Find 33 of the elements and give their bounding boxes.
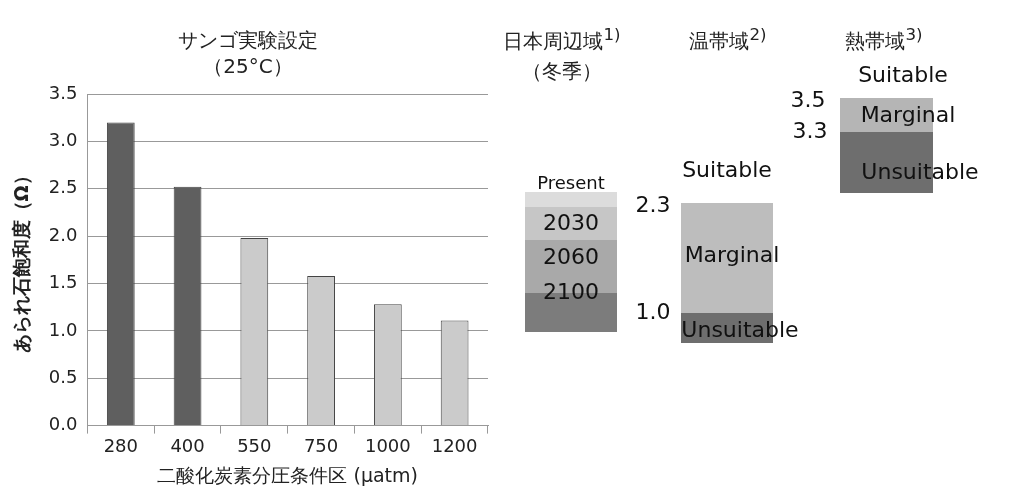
x-tick-label: 550 xyxy=(237,435,272,457)
text: Marginal xyxy=(860,101,956,128)
chart-subtitle: （25°C） xyxy=(203,54,293,79)
y-tick-label: 1.5 xyxy=(48,271,78,293)
x-tick-label: 750 xyxy=(303,435,339,457)
x-tick-label: 1200 xyxy=(431,435,478,457)
x-tick-label: 1000 xyxy=(364,435,411,457)
text: Suitable xyxy=(858,61,948,88)
category-label: 熱帯域$^{3)}$ xyxy=(845,24,923,55)
text: 3.5 xyxy=(790,86,826,113)
y-tick-label: 2.5 xyxy=(48,176,78,198)
text: 3.3 xyxy=(792,117,828,144)
category-label: 日本周辺域$^{1)}$ （冬季） xyxy=(503,24,621,85)
x-axis-title: 二酸化炭素分圧条件区 (µatm) xyxy=(157,463,418,486)
y-tick-label: 0.0 xyxy=(48,413,78,435)
text: Marginal xyxy=(684,241,780,268)
x-tick-label: 280 xyxy=(103,435,138,457)
text: 2060 xyxy=(543,243,599,270)
chart-title: サンゴ実験設定 xyxy=(178,28,318,53)
y-axis-title: あられ石飽和度（Ω） xyxy=(10,166,33,354)
text: 2.3 xyxy=(635,191,671,218)
text: 2100 xyxy=(543,278,599,305)
text: 1.0 xyxy=(635,298,671,325)
text: Suitable xyxy=(682,156,772,183)
y-tick-label: 2.0 xyxy=(48,223,78,245)
text: Present xyxy=(537,172,605,194)
y-tick-label: 1.0 xyxy=(48,318,78,340)
y-tick-label: 0.5 xyxy=(48,365,78,387)
y-tick-label: 3.0 xyxy=(48,129,78,151)
y-tick-label: 3.5 xyxy=(48,81,78,103)
category-label: 温帯域$^{2)}$ xyxy=(689,24,767,55)
x-tick-label: 400 xyxy=(170,435,205,457)
text: 2030 xyxy=(543,209,599,236)
